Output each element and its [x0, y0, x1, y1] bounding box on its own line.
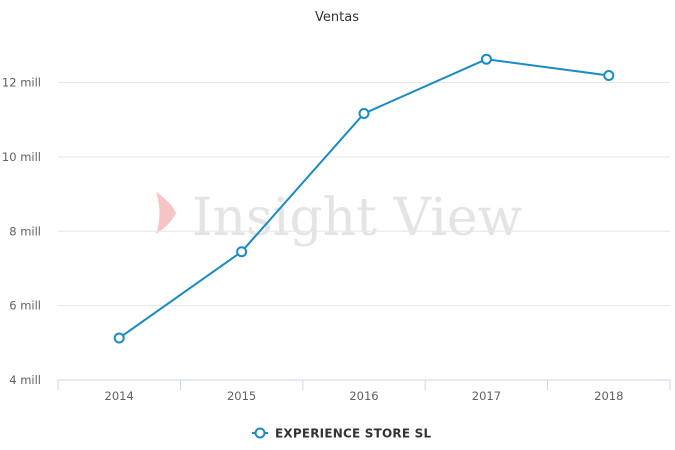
data-point[interactable]	[480, 53, 492, 65]
x-tick-label: 2015	[227, 389, 256, 403]
y-tick-label: 10 mill	[2, 150, 41, 164]
data-point[interactable]	[358, 107, 370, 119]
watermark-text: Insight View	[192, 188, 522, 248]
chart-title: Ventas	[315, 10, 359, 25]
y-tick-label: 4 mill	[9, 373, 41, 387]
y-tick-label: 8 mill	[9, 224, 41, 238]
y-gridlines	[58, 82, 670, 307]
x-tick-label: 2017	[472, 389, 501, 403]
y-tick-label: 6 mill	[9, 299, 41, 313]
legend-item-label[interactable]: EXPERIENCE STORE SL	[275, 427, 431, 441]
y-axis: 4 mill 6 mill 8 mill 10 mill 12 mill	[2, 76, 41, 387]
x-tick-label: 2018	[594, 389, 623, 403]
data-point[interactable]	[113, 332, 125, 344]
y-tick-label: 12 mill	[2, 76, 41, 90]
watermark: Insight View	[156, 188, 522, 248]
series-layer	[113, 53, 615, 344]
chevron-logo-icon	[156, 192, 176, 234]
data-point[interactable]	[236, 246, 248, 258]
x-axis: 2014 2015 2016 2017 2018	[57, 379, 671, 403]
data-point[interactable]	[603, 70, 615, 82]
x-tick-label: 2016	[349, 389, 378, 403]
x-tick-label: 2014	[105, 389, 134, 403]
legend[interactable]: EXPERIENCE STORE SL	[252, 427, 431, 441]
legend-symbol-marker	[254, 427, 266, 439]
